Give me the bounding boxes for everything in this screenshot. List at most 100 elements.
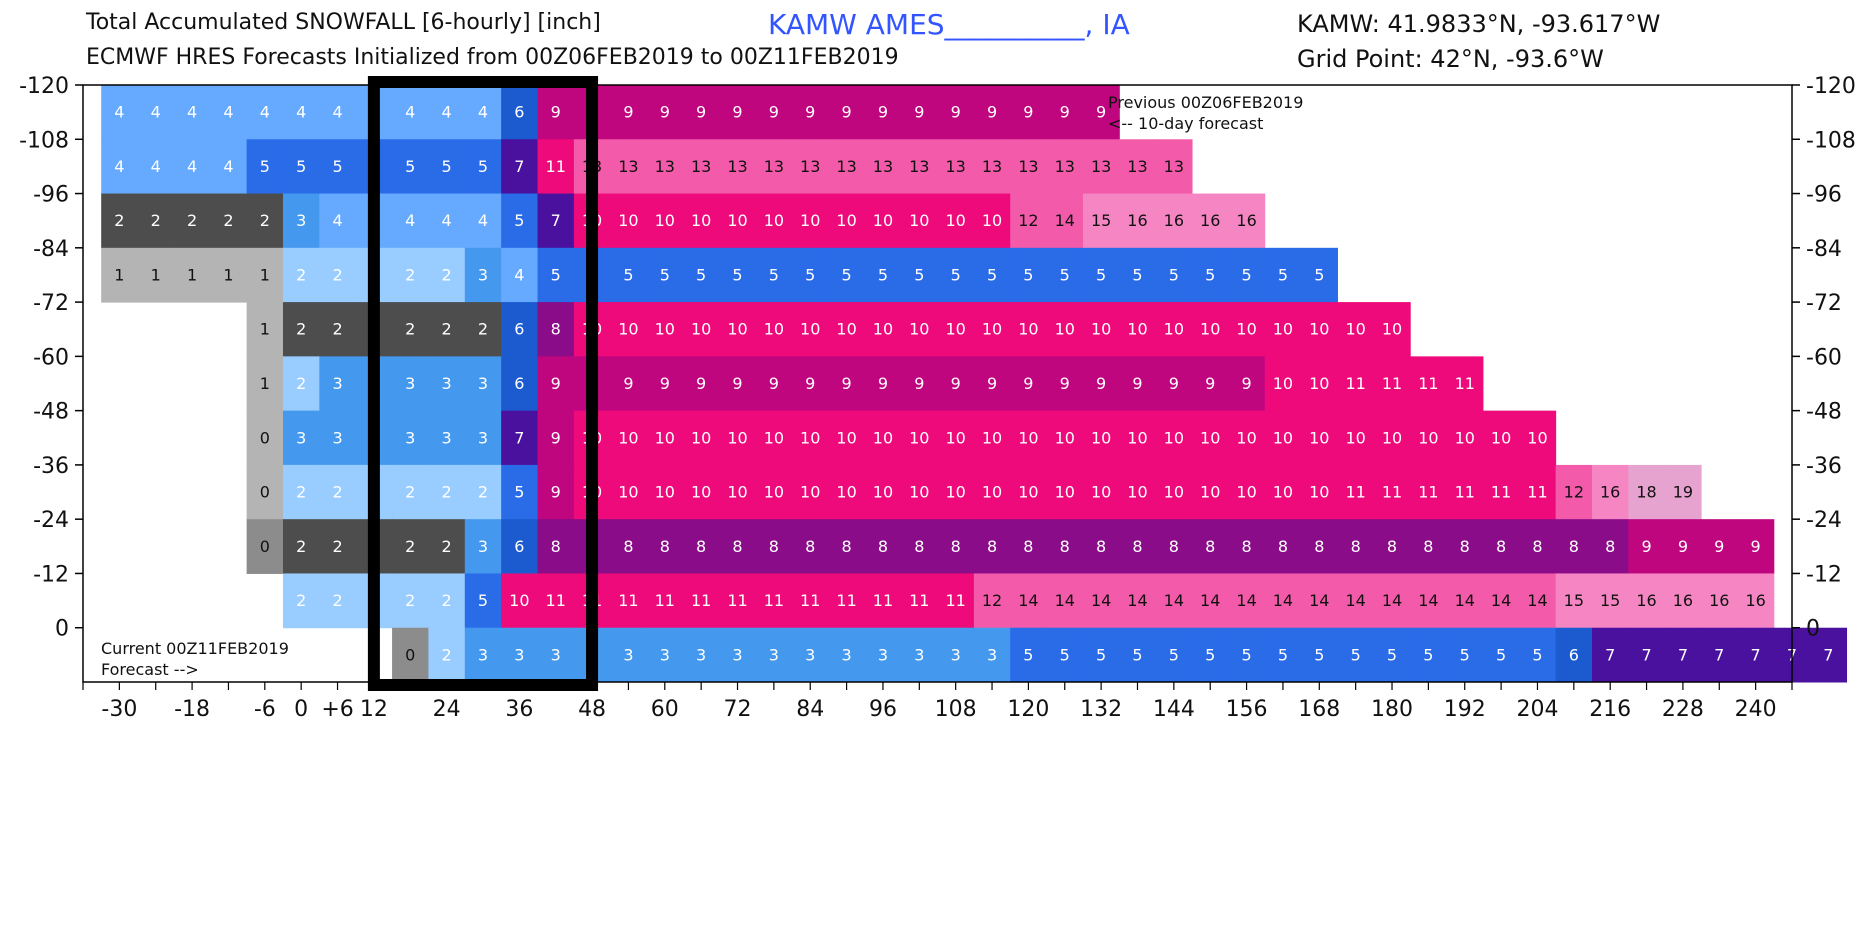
cell-value-label: 5 bbox=[442, 157, 452, 176]
heatmap-cell bbox=[1701, 627, 1738, 683]
heatmap-cell bbox=[973, 302, 1011, 357]
cell-value-label: 0 bbox=[260, 537, 270, 556]
heatmap-cell bbox=[537, 410, 575, 466]
x-tick-label: 84 bbox=[796, 697, 824, 722]
heatmap-cell bbox=[755, 573, 793, 629]
heatmap-cell bbox=[1446, 464, 1484, 520]
heatmap-cell bbox=[137, 247, 175, 303]
heatmap-cell bbox=[1119, 356, 1157, 412]
x-tick-label: +6 bbox=[321, 697, 353, 722]
heatmap-cell bbox=[1192, 464, 1229, 520]
cell-value-label: 10 bbox=[1491, 428, 1511, 447]
heatmap-cell bbox=[792, 247, 829, 303]
cell-value-label: 5 bbox=[1423, 645, 1433, 664]
cell-value-label: 8 bbox=[1423, 537, 1433, 556]
heatmap-cell bbox=[282, 302, 320, 357]
heatmap-cell bbox=[1010, 247, 1048, 303]
cell-value-label: 2 bbox=[223, 211, 233, 230]
cell-value-label: 3 bbox=[514, 645, 524, 664]
cell-value-label: 13 bbox=[873, 157, 893, 176]
cell-value-label: 1 bbox=[114, 265, 124, 284]
cell-value-label: 9 bbox=[914, 374, 924, 393]
y-tick-label: -96 bbox=[1806, 183, 1842, 208]
heatmap-cell bbox=[1301, 519, 1338, 574]
heatmap-cell bbox=[719, 302, 757, 357]
cell-value-label: 13 bbox=[1018, 157, 1038, 176]
cell-value-label: 8 bbox=[805, 537, 815, 556]
heatmap-cell bbox=[1446, 627, 1484, 683]
heatmap-cell bbox=[719, 410, 757, 466]
heatmap-cell bbox=[719, 193, 757, 249]
chart-title-line2: ECMWF HRES Forecasts Initialized from 00… bbox=[86, 45, 899, 70]
heatmap-cell bbox=[537, 356, 575, 412]
y-tick-label: -48 bbox=[33, 400, 69, 425]
heatmap-cell bbox=[682, 356, 720, 412]
cell-value-label: 9 bbox=[623, 374, 633, 393]
cell-value-label: 9 bbox=[551, 374, 561, 393]
heatmap-cell bbox=[1228, 356, 1266, 412]
heatmap-cell bbox=[1155, 464, 1193, 520]
heatmap-cell bbox=[937, 302, 975, 357]
heatmap-cell bbox=[973, 85, 1011, 140]
heatmap-cell bbox=[1373, 627, 1411, 683]
heatmap-cell bbox=[1373, 519, 1411, 574]
heatmap-cell bbox=[1192, 193, 1229, 249]
cell-value-label: 0 bbox=[260, 428, 270, 447]
heatmap-cell bbox=[864, 410, 902, 466]
heatmap-cell bbox=[828, 627, 866, 683]
x-tick-label: 144 bbox=[1153, 697, 1195, 722]
cell-value-label: 1 bbox=[187, 265, 197, 284]
cell-value-label: 2 bbox=[442, 483, 452, 502]
cell-value-label: 9 bbox=[1205, 374, 1215, 393]
cell-value-label: 9 bbox=[696, 374, 706, 393]
cell-value-label: 3 bbox=[623, 645, 633, 664]
cell-value-label: 13 bbox=[1127, 157, 1147, 176]
heatmap-cell bbox=[1410, 464, 1448, 520]
heatmap-cell bbox=[464, 573, 502, 629]
cell-value-label: 10 bbox=[1236, 483, 1256, 502]
cell-value-label: 16 bbox=[1745, 591, 1765, 610]
y-tick-label: -72 bbox=[1806, 291, 1842, 316]
heatmap-cell bbox=[1192, 627, 1229, 683]
cell-value-label: 8 bbox=[951, 537, 961, 556]
cell-value-label: 4 bbox=[151, 103, 161, 122]
y-tick-label: -60 bbox=[1806, 345, 1842, 370]
x-tick-label: 36 bbox=[505, 697, 533, 722]
cell-value-label: 9 bbox=[987, 103, 997, 122]
cell-value-label: 5 bbox=[696, 265, 706, 284]
heatmap-cell bbox=[1664, 573, 1702, 629]
heatmap-cell bbox=[501, 573, 539, 629]
cell-value-label: 10 bbox=[727, 320, 747, 339]
heatmap-cell bbox=[319, 193, 357, 249]
heatmap-cell bbox=[828, 573, 866, 629]
location-label: KAMW AMES__________, IA bbox=[768, 8, 1130, 41]
heatmap-cell bbox=[392, 139, 429, 195]
heatmap-cell bbox=[137, 193, 175, 249]
cell-value-label: 9 bbox=[1096, 374, 1106, 393]
cell-value-label: 10 bbox=[909, 211, 929, 230]
cell-value-label: 2 bbox=[405, 265, 415, 284]
heatmap-cell bbox=[901, 356, 938, 412]
cell-value-label: 4 bbox=[332, 103, 342, 122]
cell-value-label: 4 bbox=[478, 211, 488, 230]
heatmap-cell bbox=[682, 464, 720, 520]
heatmap-cell bbox=[973, 627, 1011, 683]
heatmap-cell bbox=[646, 85, 684, 140]
heatmap-cell bbox=[1628, 519, 1666, 574]
heatmap-cell bbox=[1410, 410, 1448, 466]
cell-value-label: 4 bbox=[260, 103, 270, 122]
heatmap-cell bbox=[719, 356, 757, 412]
cell-value-label: 11 bbox=[546, 157, 566, 176]
cell-value-label: 11 bbox=[836, 591, 856, 610]
heatmap-cell bbox=[1264, 302, 1302, 357]
cell-value-label: 8 bbox=[914, 537, 924, 556]
cell-value-label: 10 bbox=[1273, 374, 1293, 393]
cell-value-label: 14 bbox=[1236, 591, 1256, 610]
cell-value-label: 5 bbox=[660, 265, 670, 284]
heatmap-cell bbox=[1082, 302, 1120, 357]
cell-value-label: 5 bbox=[951, 265, 961, 284]
chart-title-line1: Total Accumulated SNOWFALL [6-hourly] [i… bbox=[86, 10, 601, 35]
heatmap-cell bbox=[1301, 627, 1338, 683]
heatmap-cell bbox=[464, 627, 502, 683]
heatmap-cell bbox=[1046, 410, 1084, 466]
